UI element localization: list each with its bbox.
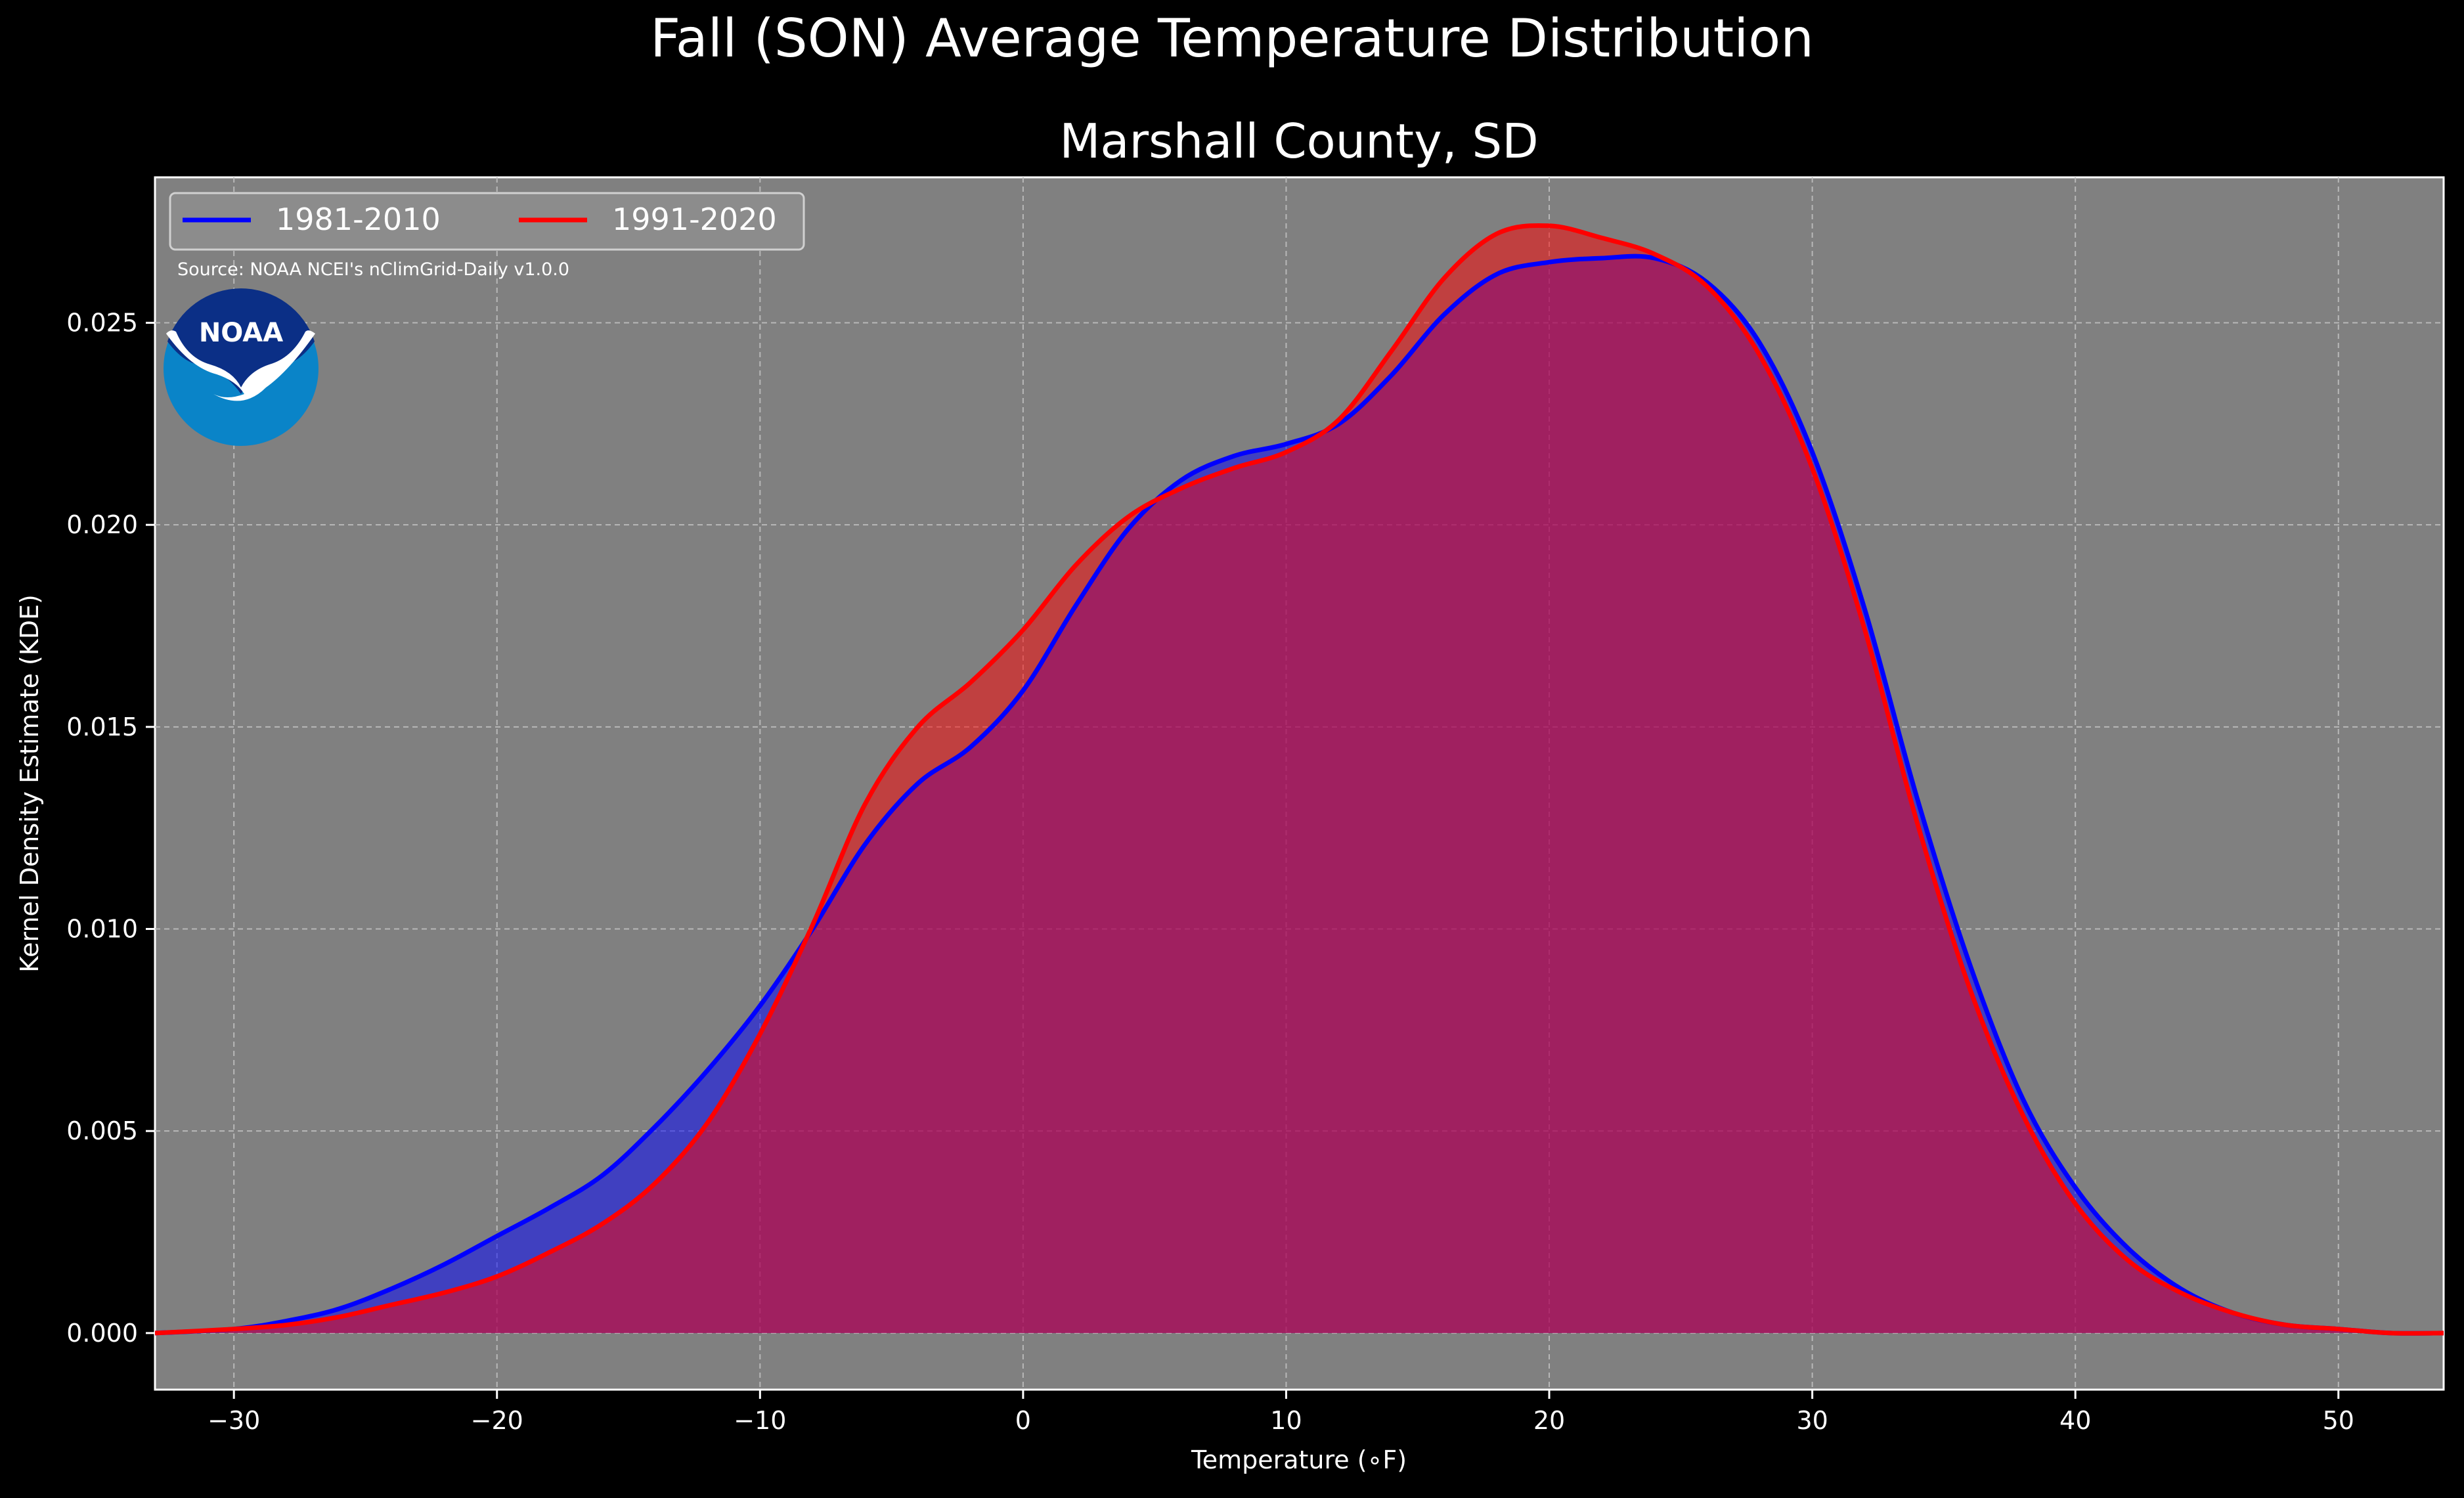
legend-label-1991-2020: 1991-2020	[612, 202, 777, 237]
x-tick-label: −20	[471, 1406, 523, 1435]
y-tick-label: 0.025	[66, 309, 138, 338]
y-tick-label: 0.015	[66, 713, 138, 741]
noaa-logo-bird-icon	[166, 330, 315, 401]
chart-subtitle: Marshall County, SD	[1059, 114, 1538, 169]
series-line-1981-2010	[155, 253, 2444, 1336]
x-tick-label: 0	[1015, 1406, 1031, 1435]
x-tick-label: 40	[2059, 1406, 2091, 1435]
x-tick-label: −10	[734, 1406, 786, 1435]
x-axis-label: Temperature (∘F)	[1191, 1445, 1407, 1474]
series-layer	[155, 223, 2444, 1336]
chart-title: Fall (SON) Average Temperature Distribut…	[650, 8, 1814, 69]
legend: 1981-2010 1991-2020	[169, 192, 805, 251]
x-tick-label: −30	[208, 1406, 260, 1435]
y-axis-ticks: 0.000 0.005 0.010 0.015 0.020 0.025	[66, 309, 155, 1348]
x-tick-label: 50	[2323, 1406, 2354, 1435]
y-tick-label: 0.020	[66, 510, 138, 539]
series-line-1991-2020	[155, 223, 2444, 1336]
noaa-logo-text: NOAA	[199, 318, 283, 348]
x-tick-label: 30	[1796, 1406, 1828, 1435]
x-tick-label: 10	[1270, 1406, 1302, 1435]
y-axis-label: Kernel Density Estimate (KDE)	[15, 594, 44, 973]
legend-label-1981-2010: 1981-2010	[276, 202, 441, 237]
x-tick-label: 20	[1533, 1406, 1565, 1435]
area-fill-1991-2020	[155, 225, 2444, 1334]
y-tick-label: 0.000	[66, 1319, 138, 1348]
y-tick-label: 0.005	[66, 1116, 138, 1145]
noaa-logo: NOAA	[164, 288, 319, 446]
source-note: Source: NOAA NCEI's nClimGrid-Daily v1.0…	[177, 259, 569, 280]
x-axis-ticks: −30 −20 −10 0 10 20 30 40 50	[208, 1390, 2354, 1435]
y-tick-label: 0.010	[66, 915, 138, 944]
legend-box	[169, 192, 805, 251]
noaa-logo-upper-dark	[167, 288, 315, 394]
